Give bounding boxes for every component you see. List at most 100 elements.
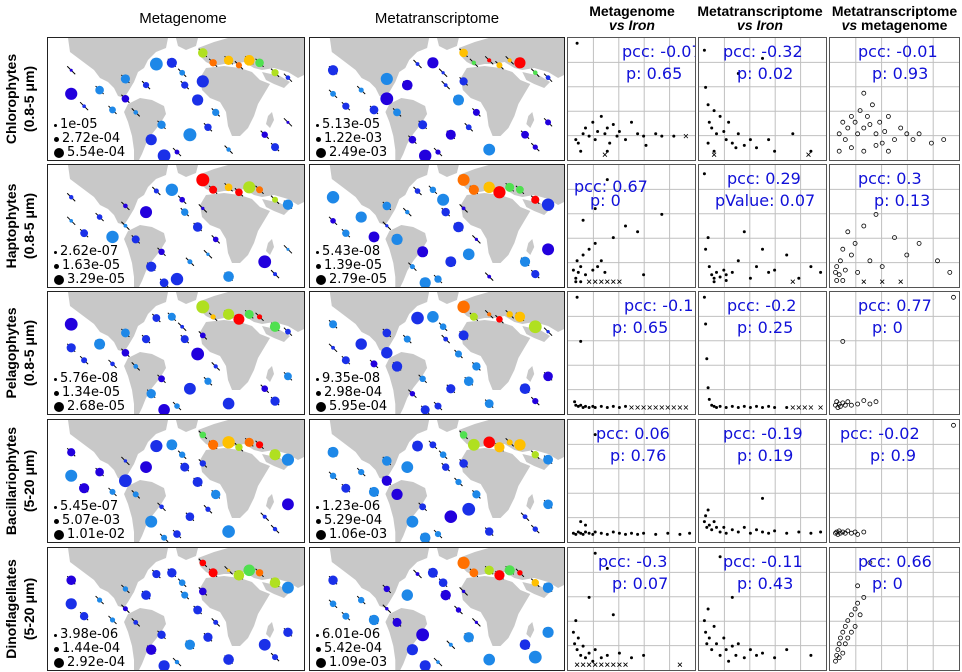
data-point (767, 404, 771, 408)
pcc-label: pcc: -0.11 (723, 552, 803, 571)
data-point (587, 595, 591, 599)
station-marker (419, 532, 431, 542)
data-point (797, 276, 801, 280)
station-marker (123, 223, 128, 228)
p-value-label: p: 0.19 (737, 446, 794, 465)
data-point-open (870, 102, 875, 108)
missing-point-cross (647, 405, 652, 410)
data-point-open (842, 267, 848, 273)
data-point-open (855, 583, 861, 589)
data-point (718, 555, 722, 559)
station-marker (408, 135, 417, 144)
data-point (587, 406, 591, 409)
data-point (584, 126, 587, 130)
missing-point-cross (665, 405, 671, 410)
arabia-land (522, 326, 551, 342)
missing-point-cross (580, 662, 586, 667)
data-point (579, 520, 583, 524)
station-marker (80, 229, 89, 238)
legend-value: 1.22e-03 (324, 131, 383, 146)
legend-item: 5.76e-08 (54, 372, 125, 386)
station-marker (329, 600, 337, 608)
size-legend: 9.35e-08 2.98e-04 5.95e-04 (316, 372, 387, 414)
data-point (742, 404, 746, 408)
legend-value: 5.42e-04 (324, 641, 383, 656)
station-marker (159, 504, 164, 510)
station-marker (199, 460, 206, 467)
station-marker (192, 477, 203, 487)
station-marker (469, 568, 479, 578)
station-marker (179, 196, 185, 203)
station-marker (405, 209, 410, 215)
scatter-plot (568, 548, 695, 670)
data-point (702, 172, 706, 176)
legend-value: 5.95e-04 (329, 399, 388, 414)
data-point-open (834, 278, 840, 283)
p-value-label: p: 0.43 (737, 574, 794, 593)
station-marker (285, 328, 291, 335)
station-marker (235, 443, 243, 451)
data-point (593, 138, 597, 142)
station-marker (145, 515, 158, 528)
station-marker (528, 650, 542, 664)
pcc-label: pcc: 0.06 (596, 424, 670, 443)
station-marker (210, 314, 216, 320)
data-point (702, 619, 706, 623)
station-marker (505, 182, 515, 192)
station-marker (272, 526, 278, 532)
data-point-open (842, 624, 848, 629)
scatter-panel: pcc: -0.3 p: 0.07 (567, 547, 696, 671)
scatter-panel: pcc: -0.1 p: 0.65 (567, 291, 696, 415)
data-point (755, 265, 758, 269)
station-marker (446, 384, 456, 394)
data-point (584, 656, 587, 660)
scatter-plot (830, 165, 959, 287)
data-point (819, 530, 823, 534)
legend-value: 5.54e-04 (67, 145, 126, 160)
data-point (722, 525, 726, 529)
greenland-land (437, 165, 459, 177)
station-marker (461, 206, 466, 211)
missing-point-cross (617, 279, 622, 284)
data-point (773, 268, 777, 272)
data-point-open (833, 658, 838, 664)
station-marker (532, 70, 538, 76)
africa-land (200, 193, 270, 263)
station-marker (341, 483, 351, 493)
station-marker (521, 130, 529, 139)
station-marker (199, 587, 207, 596)
data-point (707, 636, 711, 640)
world-map (64, 292, 304, 414)
data-point (630, 120, 633, 124)
station-marker (256, 186, 264, 194)
station-marker (142, 82, 150, 89)
station-marker (286, 120, 290, 124)
scatter-plot (568, 292, 695, 414)
station-marker (445, 256, 457, 268)
data-point-open (873, 212, 879, 217)
station-marker (199, 431, 207, 439)
madagascar-land (266, 366, 274, 382)
north-america-land (68, 548, 168, 608)
station-marker (462, 248, 475, 261)
data-point (576, 404, 580, 408)
data-point (591, 120, 595, 124)
data-point (666, 531, 670, 535)
station-marker (122, 606, 128, 612)
legend-item: 2.92e-04 (54, 656, 125, 670)
scatter-panel: pcc: 0.3 p: 0.13 (829, 164, 960, 288)
missing-point-cross (602, 152, 608, 157)
station-marker (419, 375, 426, 382)
scatter-panel: pcc: -0.32 p: 0.02 (698, 37, 827, 161)
station-marker (532, 398, 539, 405)
station-marker (235, 188, 243, 197)
data-point (767, 531, 771, 535)
station-marker (255, 441, 264, 449)
station-marker (329, 472, 337, 479)
north-america-land (329, 548, 430, 608)
data-point-open (855, 270, 861, 275)
legend-dot (54, 250, 57, 254)
station-marker (487, 58, 492, 63)
data-point (593, 648, 597, 652)
station-marker (519, 256, 531, 267)
